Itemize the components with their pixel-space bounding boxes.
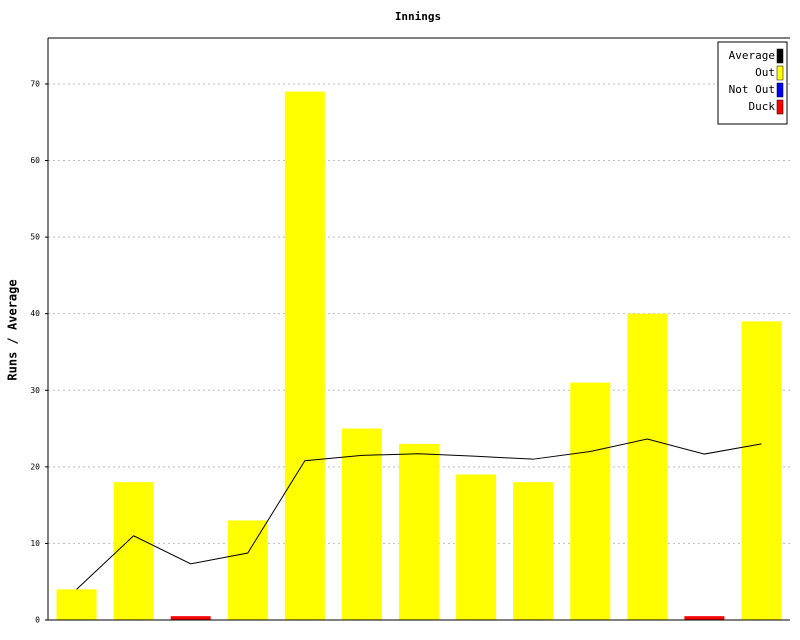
bar	[684, 616, 725, 620]
y-tick-label: 60	[30, 156, 40, 165]
bar	[570, 382, 611, 620]
legend-box	[717, 41, 788, 125]
bar	[513, 482, 554, 620]
bar	[399, 443, 439, 620]
y-tick-label: 50	[30, 233, 40, 242]
legend-swatch	[776, 48, 784, 64]
average-line	[76, 438, 762, 590]
legend-swatch	[776, 99, 784, 115]
y-tick-label: 20	[30, 462, 40, 471]
bar	[741, 321, 782, 620]
bar	[456, 474, 497, 620]
y-tick-label: 10	[30, 539, 40, 548]
y-tick-label: 40	[30, 309, 40, 318]
bar	[227, 520, 268, 620]
y-tick-label: 30	[30, 386, 40, 395]
legend-swatch	[776, 65, 784, 81]
bar	[284, 91, 325, 620]
bar	[170, 616, 211, 620]
legend-label: Out	[755, 66, 775, 79]
y-tick-label: 0	[35, 616, 40, 625]
legend-label: Not Out	[729, 83, 775, 96]
legend-swatch	[776, 82, 784, 98]
chart-title: Innings	[395, 10, 441, 23]
bar	[627, 313, 668, 620]
legend-label: Average	[729, 49, 775, 62]
y-axis-label: Runs / Average	[6, 279, 20, 380]
y-tick-label: 70	[30, 79, 40, 88]
bar	[341, 428, 382, 620]
bar	[113, 482, 154, 620]
legend-label: Duck	[749, 100, 776, 113]
bar	[56, 589, 97, 620]
